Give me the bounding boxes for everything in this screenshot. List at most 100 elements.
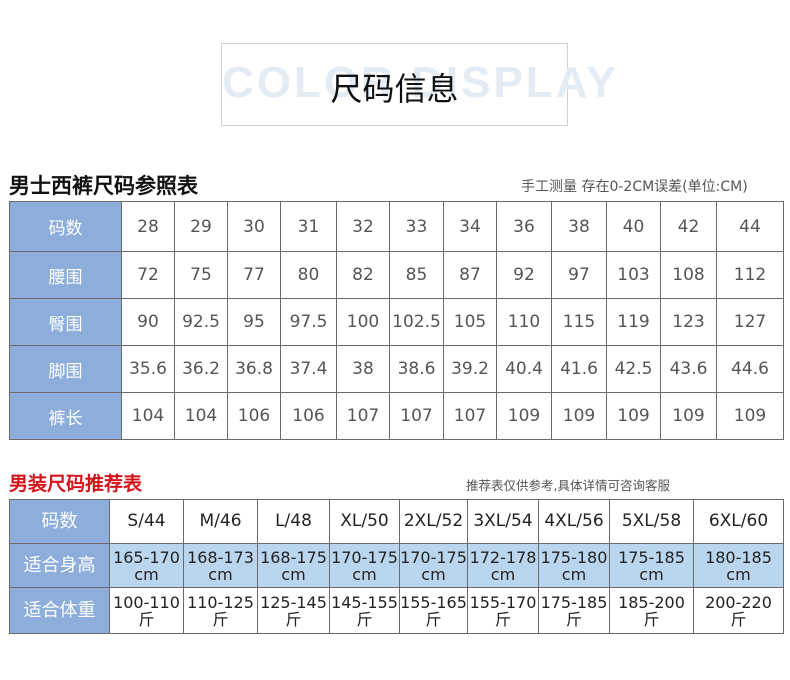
size-cell: 110 bbox=[496, 298, 552, 346]
size-table-row: 臀围 90 92.5 95 97.5 100 102.5 105 110 115 119 123 127 bbox=[9, 298, 784, 346]
recommend-cell-value: 3XL/54 bbox=[473, 511, 533, 531]
size-cell: 77 bbox=[227, 251, 281, 299]
size-cell: 36.2 bbox=[174, 345, 228, 393]
size-table: 码数 28 29 30 31 32 33 34 36 38 40 42 44 腰围 72 75 77 80 82 85… bbox=[9, 201, 784, 440]
recommend-cell-unit: cm bbox=[490, 564, 516, 584]
size-cell: 109 bbox=[716, 392, 784, 440]
size-cell: 32 bbox=[336, 201, 390, 252]
recommend-row-label: 适合身高 bbox=[9, 543, 110, 588]
recommend-table-row: 适合体重 100-110 斤 110-125 斤 125-145 斤 145-155 斤 155-… bbox=[9, 587, 784, 634]
size-cell: 109 bbox=[606, 392, 661, 440]
recommend-cell-value: 175-185 bbox=[540, 592, 608, 612]
size-table-row: 裤长 104 104 106 106 107 107 107 109 109 109 109 109 bbox=[9, 392, 784, 440]
size-cell: 123 bbox=[660, 298, 717, 346]
recommend-cell-unit: cm bbox=[281, 564, 306, 584]
recommend-cell: 175-185 斤 bbox=[538, 587, 610, 634]
recommend-cell-value: 172-178 bbox=[469, 547, 537, 567]
recommend-cell: 168-173 cm bbox=[183, 543, 258, 588]
recommend-cell-unit: 斤 bbox=[425, 609, 442, 629]
recommend-cell-unit: 斤 bbox=[643, 609, 660, 629]
size-cell: 41.6 bbox=[551, 345, 607, 393]
size-cell: 104 bbox=[121, 392, 175, 440]
size-cell: 31 bbox=[280, 201, 337, 252]
recommend-cell: 170-175 cm bbox=[399, 543, 468, 588]
size-table-row: 码数 28 29 30 31 32 33 34 36 38 40 42 44 bbox=[9, 201, 784, 252]
recommend-cell-value: 170-175 bbox=[331, 547, 398, 567]
size-cell: 127 bbox=[716, 298, 784, 346]
recommend-table-title: 男装尺码推荐表 bbox=[9, 473, 143, 495]
recommend-cell-value: 145-155 bbox=[331, 592, 398, 612]
recommend-cell-value: 155-170 bbox=[469, 592, 537, 612]
size-cell: 34 bbox=[443, 201, 497, 252]
recommend-cell-value: 110-125 bbox=[187, 592, 254, 612]
size-cell: 72 bbox=[121, 251, 175, 299]
recommend-cell: 175-185 cm bbox=[609, 543, 694, 588]
recommend-cell-unit: cm bbox=[639, 564, 664, 584]
size-cell: 97 bbox=[551, 251, 607, 299]
recommend-table-note: 推荐表仅供参考,具体详情可咨询客服 bbox=[466, 478, 670, 493]
recommend-cell: 155-170 斤 bbox=[467, 587, 539, 634]
size-cell: 104 bbox=[174, 392, 228, 440]
size-cell: 107 bbox=[443, 392, 497, 440]
size-cell: 40 bbox=[606, 201, 661, 252]
page-title: 尺码信息 bbox=[330, 70, 459, 108]
recommend-cell-value: 175-185 bbox=[618, 547, 685, 567]
recommend-cell-unit: 斤 bbox=[494, 609, 511, 629]
recommend-table: 码数 S/44 M/46 L/48 XL/50 2XL/52 3XL/54 4XL/56 5XL… bbox=[9, 499, 784, 634]
size-cell: 30 bbox=[227, 201, 281, 252]
size-cell: 35.6 bbox=[121, 345, 175, 393]
size-table-note: 手工测量 存在0-2CM误差(单位:CM) bbox=[521, 179, 748, 195]
size-row-label: 脚围 bbox=[9, 345, 122, 393]
size-cell: 97.5 bbox=[280, 298, 337, 346]
size-cell: 106 bbox=[227, 392, 281, 440]
recommend-cell-unit: cm bbox=[726, 564, 751, 584]
size-cell: 105 bbox=[443, 298, 497, 346]
size-row-label: 裤长 bbox=[9, 392, 122, 440]
size-cell: 108 bbox=[660, 251, 717, 299]
size-cell: 42 bbox=[660, 201, 717, 252]
size-cell: 109 bbox=[496, 392, 552, 440]
recommend-cell-unit: 斤 bbox=[138, 609, 155, 629]
size-cell: 36 bbox=[496, 201, 552, 252]
size-cell: 107 bbox=[389, 392, 444, 440]
recommend-cell-unit: cm bbox=[352, 564, 377, 584]
recommend-cell: XL/50 bbox=[329, 499, 400, 544]
size-cell: 75 bbox=[174, 251, 228, 299]
size-cell: 102.5 bbox=[389, 298, 444, 346]
recommend-cell: M/46 bbox=[183, 499, 258, 544]
recommend-cell-unit: 斤 bbox=[356, 609, 373, 629]
recommend-cell: 6XL/60 bbox=[693, 499, 784, 544]
recommend-cell-value: 175-180 bbox=[540, 547, 608, 567]
recommend-cell-value: 4XL/56 bbox=[544, 511, 604, 531]
size-cell: 36.8 bbox=[227, 345, 281, 393]
size-cell: 119 bbox=[606, 298, 661, 346]
recommend-cell-value: 168-173 bbox=[187, 547, 254, 567]
recommend-cell-value: 6XL/60 bbox=[708, 511, 769, 531]
recommend-cell: 4XL/56 bbox=[538, 499, 610, 544]
recommend-cell: 100-110 斤 bbox=[109, 587, 184, 634]
recommend-cell: L/48 bbox=[257, 499, 330, 544]
size-cell: 42.5 bbox=[606, 345, 661, 393]
size-cell: 37.4 bbox=[280, 345, 337, 393]
size-row-label: 码数 bbox=[9, 201, 122, 252]
recommend-cell: 185-200 斤 bbox=[609, 587, 694, 634]
size-cell: 100 bbox=[336, 298, 390, 346]
recommend-cell-value: 180-185 bbox=[705, 547, 772, 567]
size-cell: 33 bbox=[389, 201, 444, 252]
recommend-cell: 3XL/54 bbox=[467, 499, 539, 544]
size-cell: 38.6 bbox=[389, 345, 444, 393]
recommend-cell: 172-178 cm bbox=[467, 543, 539, 588]
recommend-cell: 145-155 斤 bbox=[329, 587, 400, 634]
size-cell: 44.6 bbox=[716, 345, 784, 393]
size-table-row: 脚围 35.6 36.2 36.8 37.4 38 38.6 39.2 40.4 41.6 42.5… bbox=[9, 345, 784, 393]
size-cell: 38 bbox=[336, 345, 390, 393]
recommend-row-label: 码数 bbox=[9, 499, 110, 544]
size-cell: 85 bbox=[389, 251, 444, 299]
size-cell: 43.6 bbox=[660, 345, 717, 393]
recommend-cell-value: 2XL/52 bbox=[403, 511, 464, 531]
size-table-row: 腰围 72 75 77 80 82 85 87 92 97 103 108 112 bbox=[9, 251, 784, 299]
size-cell: 106 bbox=[280, 392, 337, 440]
recommend-cell-unit: 斤 bbox=[730, 609, 747, 629]
recommend-cell-value: S/44 bbox=[127, 511, 166, 531]
recommend-cell-value: L/48 bbox=[275, 511, 312, 531]
